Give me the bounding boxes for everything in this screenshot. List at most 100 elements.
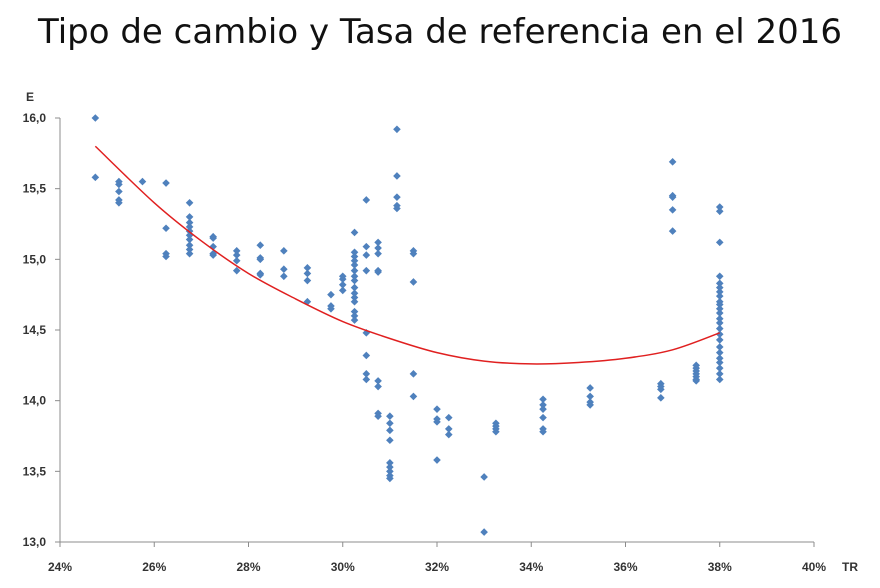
data-point: [386, 463, 394, 471]
data-point: [374, 412, 382, 421]
data-point: [715, 203, 724, 211]
data-point: [280, 272, 288, 281]
data-point: [715, 279, 724, 288]
data-point: [232, 256, 241, 265]
x-tick-label: 28%: [236, 560, 260, 574]
data-point: [185, 218, 194, 227]
data-point: [668, 206, 677, 214]
data-point: [338, 286, 347, 295]
data-point: [374, 377, 382, 385]
data-point: [657, 394, 665, 402]
data-point: [715, 354, 724, 363]
data-point: [386, 459, 394, 467]
x-tick-label: 30%: [331, 560, 355, 574]
data-point: [138, 177, 147, 186]
data-point: [444, 425, 453, 433]
data-point: [409, 249, 418, 258]
data-point: [115, 180, 123, 189]
data-point: [350, 307, 359, 316]
data-point: [386, 412, 394, 421]
data-point: [209, 251, 217, 259]
data-point: [433, 418, 441, 426]
data-point: [362, 351, 371, 360]
data-point: [185, 249, 194, 258]
data-point: [185, 223, 194, 231]
data-point: [162, 179, 170, 187]
data-point: [715, 319, 724, 327]
data-point: [327, 305, 335, 313]
data-point: [668, 193, 677, 201]
data-point: [386, 426, 394, 435]
y-tick-label: 13,5: [23, 464, 47, 478]
data-point: [715, 324, 724, 333]
data-point: [303, 269, 312, 278]
x-tick-label: 32%: [425, 560, 449, 574]
data-point: [362, 251, 371, 259]
data-points: [91, 114, 724, 536]
data-point: [480, 528, 488, 536]
data-point: [350, 248, 359, 257]
data-point: [444, 413, 453, 422]
data-point: [715, 348, 724, 357]
data-point: [162, 252, 170, 261]
data-point: [393, 125, 401, 134]
data-point: [374, 244, 382, 252]
data-point: [350, 261, 359, 269]
data-point: [374, 268, 382, 276]
x-tick-label: 24%: [48, 560, 72, 574]
data-point: [386, 467, 394, 476]
data-point: [715, 305, 724, 313]
data-point: [715, 238, 724, 247]
data-point: [480, 473, 488, 481]
data-point: [657, 385, 665, 394]
x-axis-label: TR: [842, 560, 858, 574]
data-point: [715, 283, 724, 292]
data-point: [668, 158, 677, 166]
y-tick-label: 13,0: [23, 535, 47, 549]
data-point: [350, 293, 359, 302]
chart-title: Tipo de cambio y Tasa de referencia en e…: [37, 12, 842, 52]
data-point: [715, 272, 724, 281]
data-point: [350, 272, 359, 281]
data-point: [715, 207, 724, 216]
data-point: [209, 234, 217, 242]
data-point: [350, 283, 359, 292]
y-tick-label: 14,0: [23, 394, 47, 408]
data-point: [586, 401, 594, 409]
data-point: [232, 251, 241, 259]
data-point: [668, 227, 677, 235]
trend-line: [94, 145, 721, 365]
data-point: [715, 375, 724, 384]
data-point: [362, 242, 371, 251]
data-point: [256, 271, 265, 279]
data-point: [715, 330, 724, 339]
data-point: [185, 199, 194, 207]
x-tick-label: 26%: [142, 560, 166, 574]
data-point: [350, 256, 359, 265]
data-point: [362, 370, 371, 378]
data-point: [393, 193, 401, 201]
data-point: [256, 241, 265, 249]
data-point: [692, 377, 700, 385]
data-point: [386, 436, 394, 445]
x-tick-label: 36%: [613, 560, 637, 574]
data-point: [350, 266, 359, 275]
data-point: [115, 199, 123, 207]
data-point: [444, 430, 453, 439]
data-point: [162, 224, 170, 233]
data-point: [280, 265, 288, 274]
data-point: [539, 405, 547, 413]
data-point: [433, 405, 441, 413]
data-point: [350, 312, 359, 320]
x-tick-label: 34%: [519, 560, 543, 574]
data-point: [115, 187, 123, 196]
data-point: [539, 413, 547, 422]
y-tick-label: 16,0: [23, 111, 47, 125]
data-point: [374, 238, 382, 247]
data-point: [715, 370, 724, 378]
y-tick-label: 14,5: [23, 323, 47, 337]
data-point: [386, 419, 394, 428]
data-point: [232, 247, 241, 255]
data-point: [715, 343, 724, 351]
